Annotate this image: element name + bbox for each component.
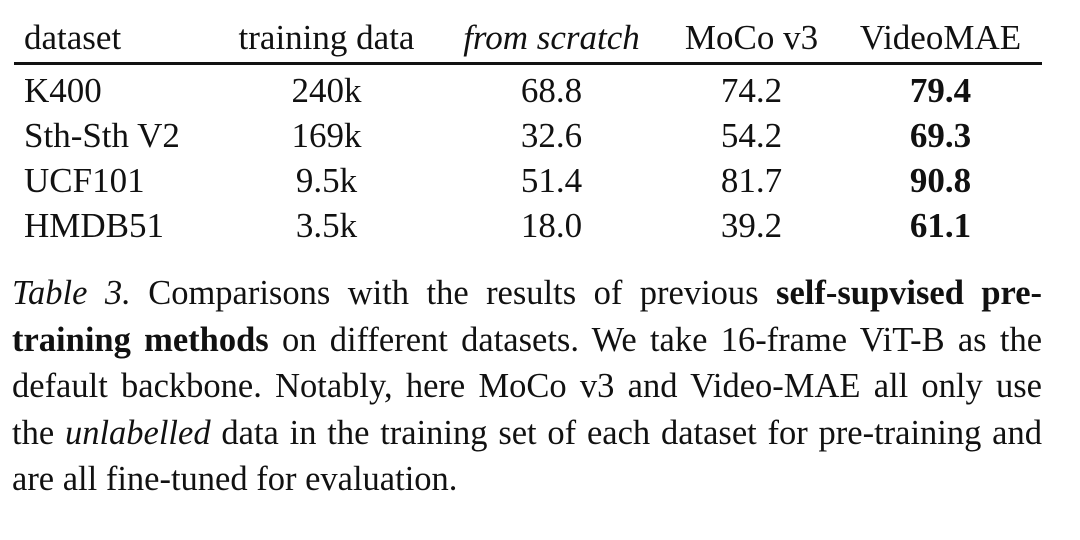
value-cell: 3.5k (295, 205, 358, 245)
table-row: HMDB51 3.5k 18.0 39.2 61.1 (14, 203, 1042, 248)
value-cell: 54.2 (720, 115, 783, 155)
value-cell: 79.4 (909, 70, 972, 110)
column-header: training data (214, 14, 439, 65)
caption-text: Comparisons with the results of previous (148, 274, 759, 312)
value-cell: 61.1 (909, 205, 972, 245)
table-row: UCF101 9.5k 51.4 81.7 90.8 (14, 158, 1042, 203)
value-cell: 18.0 (520, 205, 583, 245)
column-header: VideoMAE (839, 14, 1042, 65)
caption-emphasis: self-supvised pre-training methods (12, 274, 1043, 359)
value-cell: 9.5k (295, 160, 358, 200)
dataset-cell: HMDB51 (24, 205, 165, 245)
caption-label: Table 3. (12, 274, 131, 312)
value-cell: 81.7 (720, 160, 783, 200)
caption-text: on different datasets. We take 16-frame … (12, 320, 1043, 452)
value-cell: 90.8 (909, 160, 972, 200)
column-header: dataset (14, 14, 214, 65)
value-cell: 51.4 (520, 160, 583, 200)
table-body: K400 240k 68.8 74.2 79.4 Sth-Sth V2 169k 32.6 54… (14, 64, 1042, 249)
caption-emphasis: unlabelled (64, 413, 211, 452)
value-cell: 39.2 (720, 205, 783, 245)
header-row: dataset training data from scratch MoCo … (14, 14, 1042, 65)
value-cell: 68.8 (520, 70, 583, 110)
value-cell: 69.3 (909, 115, 972, 155)
column-header: MoCo v3 (664, 14, 839, 65)
value-cell: 169k (291, 115, 362, 155)
table-row: Sth-Sth V2 169k 32.6 54.2 69.3 (14, 113, 1042, 158)
value-cell: 32.6 (520, 115, 583, 155)
column-header: from scratch (439, 14, 664, 65)
caption: Table 3. Comparisons with the results of… (12, 270, 1042, 503)
results-table: dataset training data from scratch MoCo … (14, 14, 1042, 248)
value-cell: 74.2 (720, 70, 783, 110)
table-row: K400 240k 68.8 74.2 79.4 (14, 64, 1042, 114)
dataset-cell: Sth-Sth V2 (24, 115, 180, 155)
value-cell: 240k (291, 70, 362, 110)
dataset-cell: K400 (24, 70, 102, 110)
dataset-cell: UCF101 (24, 160, 145, 200)
caption-text: data in the training set of each dataset… (12, 413, 1042, 499)
